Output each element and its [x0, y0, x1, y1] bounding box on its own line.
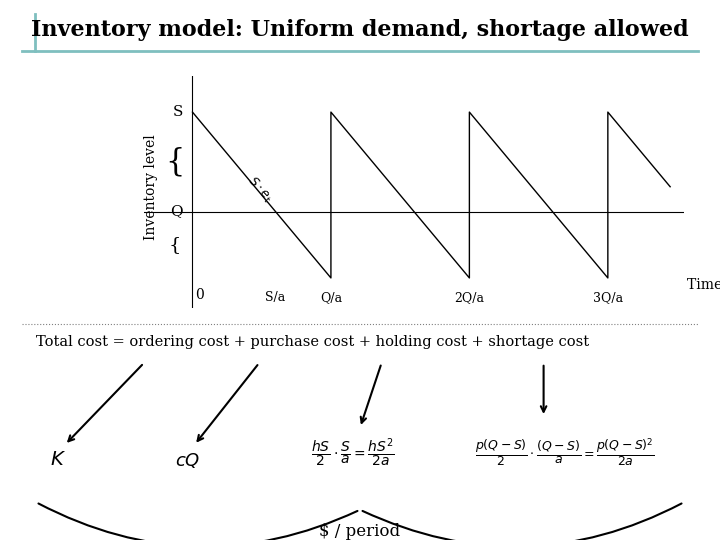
Text: {: { — [168, 236, 181, 254]
Text: Q: Q — [170, 205, 183, 219]
Text: $\dfrac{p(Q-S)}{2}\cdot\dfrac{(Q-S)}{a}=\dfrac{p(Q-S)^2}{2a}$: $\dfrac{p(Q-S)}{2}\cdot\dfrac{(Q-S)}{a}=… — [475, 436, 655, 469]
Text: S: S — [172, 105, 183, 119]
Text: {: { — [165, 146, 184, 177]
Text: 3Q/a: 3Q/a — [593, 291, 623, 304]
Text: Q/a: Q/a — [320, 291, 342, 304]
Text: 0: 0 — [194, 288, 204, 302]
Text: $ / period: $ / period — [320, 523, 400, 539]
Text: Total cost = ordering cost + purchase cost + holding cost + shortage cost: Total cost = ordering cost + purchase co… — [36, 335, 589, 349]
Text: S/a: S/a — [266, 291, 286, 304]
Text: Time   t: Time t — [687, 278, 720, 292]
Text: $\dfrac{hS}{2}\cdot\dfrac{S}{a}=\dfrac{hS^2}{2a}$: $\dfrac{hS}{2}\cdot\dfrac{S}{a}=\dfrac{h… — [311, 436, 395, 469]
Text: $K$: $K$ — [50, 451, 66, 469]
Text: Inventory level: Inventory level — [144, 134, 158, 240]
Text: 2Q/a: 2Q/a — [454, 291, 485, 304]
Text: Inventory model: Uniform demand, shortage allowed: Inventory model: Uniform demand, shortag… — [31, 19, 689, 41]
Text: $S \cdot e_t$: $S \cdot e_t$ — [244, 173, 276, 206]
Text: $cQ$: $cQ$ — [174, 451, 200, 470]
